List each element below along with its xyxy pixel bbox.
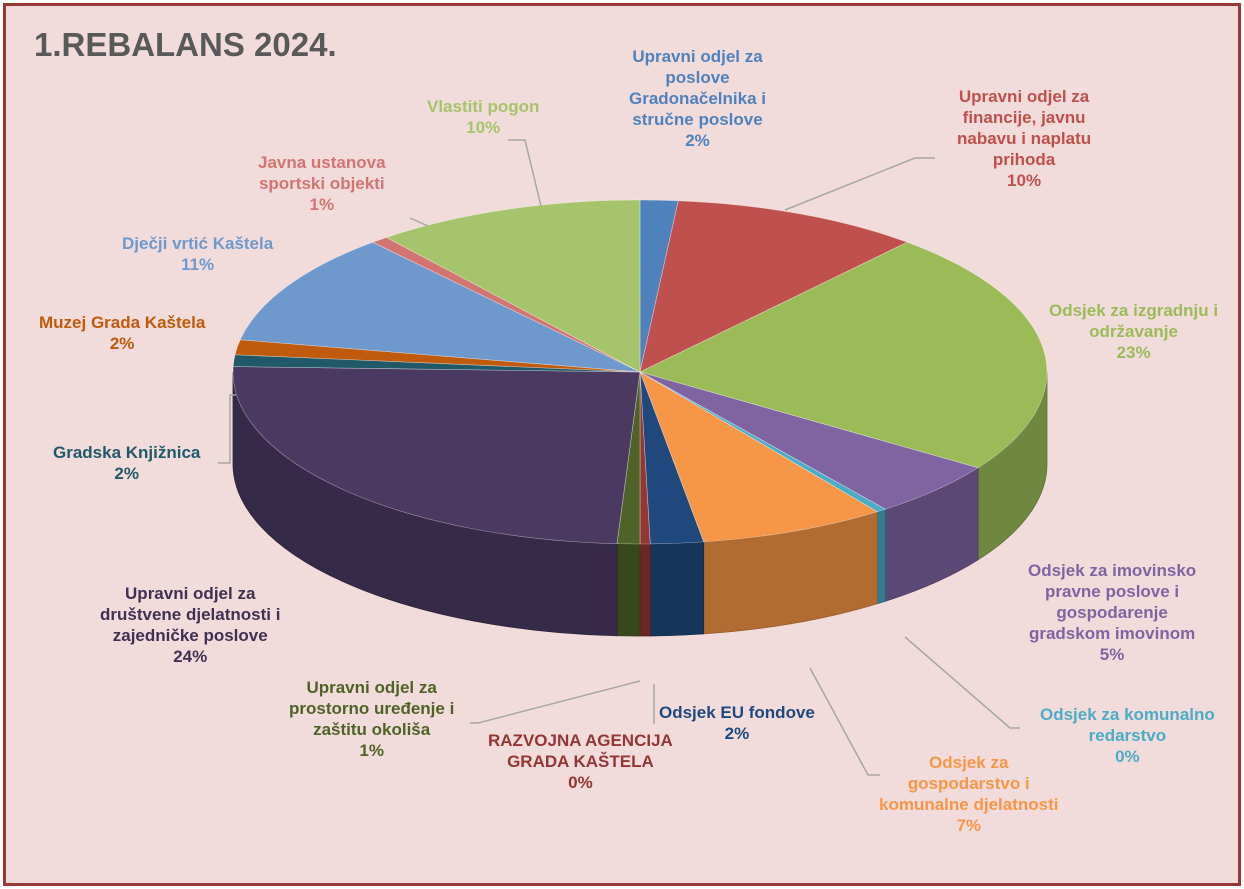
- leader-line-15: [508, 139, 542, 207]
- data-label-percent: 11%: [181, 255, 215, 274]
- pie-slice-10: [232, 366, 641, 545]
- pie-side-8: [639, 543, 651, 637]
- pie-slice-2: [639, 200, 908, 373]
- data-label-percent: 1%: [359, 741, 384, 760]
- pie-side-7: [649, 541, 705, 637]
- data-label-percent: 0%: [568, 773, 593, 792]
- leader-line-6: [809, 667, 880, 776]
- data-label-category: Upravni odjel za financije, javnu nabavu…: [957, 87, 1092, 169]
- data-label-category: Odsjek za imovinsko pravne poslove i gos…: [1028, 561, 1197, 643]
- data-label-percent: 0%: [1115, 747, 1140, 766]
- data-label-3: Odsjek za izgradnju i održavanje 23%: [1049, 300, 1218, 363]
- data-label-category: Upravni odjel za prostorno uređenje i za…: [289, 678, 455, 739]
- data-label-category: Vlastiti pogon: [427, 97, 540, 116]
- data-label-category: Odsjek za komunalno redarstvo: [1040, 705, 1215, 745]
- pie-slice-3: [639, 241, 1048, 469]
- data-label-percent: 1%: [309, 195, 335, 214]
- leader-lines: [218, 139, 1020, 776]
- data-label-14: Javna ustanova sportski objekti 1%: [258, 152, 386, 215]
- pie-slice-13: [239, 241, 641, 373]
- data-label-9: Upravni odjel za prostorno uređenje i za…: [289, 677, 454, 761]
- data-label-category: Odsjek za gospodarstvo i komunalne djela…: [879, 753, 1059, 814]
- data-label-13: Dječji vrtić Kaštela 11%: [122, 233, 273, 275]
- leader-line-5: [904, 636, 1020, 729]
- data-label-percent: 2%: [724, 724, 750, 743]
- data-label-percent: 24%: [173, 647, 208, 666]
- pie-top: [232, 199, 1048, 545]
- data-label-category: Upravni odjel za društvene djelatnosti i…: [100, 584, 281, 645]
- data-label-12: Muzej Grada Kaštela 2%: [39, 312, 205, 354]
- data-label-category: Javna ustanova sportski objekti: [258, 153, 386, 193]
- leader-line-9: [470, 680, 641, 724]
- pie-slice-15: [385, 199, 641, 373]
- data-label-7: Odsjek EU fondove 2%: [659, 702, 815, 744]
- pie-side-9: [616, 543, 641, 637]
- data-label-percent: 2%: [114, 464, 139, 483]
- pie-slice-6: [639, 371, 878, 543]
- data-label-1: Upravni odjel za poslove Gradonačelnika …: [629, 46, 766, 151]
- data-label-11: Gradska Knjižnica 2%: [53, 442, 200, 484]
- data-label-percent: 5%: [1099, 645, 1125, 664]
- data-label-2: Upravni odjel za financije, javnu nabavu…: [957, 86, 1091, 191]
- leader-line-11: [218, 394, 236, 464]
- data-label-percent: 10%: [1007, 171, 1042, 190]
- data-label-percent: 7%: [956, 816, 982, 835]
- data-label-percent: 23%: [1116, 343, 1151, 362]
- data-label-category: Odsjek za izgradnju i održavanje: [1049, 301, 1219, 341]
- data-label-8: RAZVOJNA AGENCIJA GRADA KAŠTELA 0%: [488, 730, 673, 793]
- data-label-15: Vlastiti pogon 10%: [427, 96, 539, 138]
- pie-sides: [232, 371, 1048, 637]
- chart-title: 1.REBALANS 2024.: [34, 26, 337, 63]
- data-label-6: Odsjek za gospodarstvo i komunalne djela…: [879, 752, 1058, 836]
- data-label-category: Dječji vrtić Kaštela: [122, 234, 274, 253]
- data-label-category: Upravni odjel za poslove Gradonačelnika …: [629, 47, 766, 129]
- data-label-percent: 2%: [685, 131, 710, 150]
- leader-line-2: [784, 157, 935, 211]
- data-label-5: Odsjek za komunalno redarstvo 0%: [1040, 704, 1215, 767]
- pie-slice-4: [639, 371, 979, 510]
- data-label-category: RAZVOJNA AGENCIJA GRADA KAŠTELA: [488, 731, 673, 771]
- pie-side-5: [876, 508, 886, 605]
- leader-line-14: [409, 217, 429, 227]
- data-label-category: Muzej Grada Kaštela: [39, 313, 206, 332]
- data-label-percent: 2%: [109, 334, 135, 353]
- data-label-10: Upravni odjel za društvene djelatnosti i…: [100, 583, 280, 667]
- data-label-category: Odsjek EU fondove: [659, 703, 815, 722]
- data-label-4: Odsjek za imovinsko pravne poslove i gos…: [1028, 560, 1196, 665]
- data-label-category: Gradska Knjižnica: [53, 443, 201, 462]
- data-label-percent: 10%: [466, 118, 501, 137]
